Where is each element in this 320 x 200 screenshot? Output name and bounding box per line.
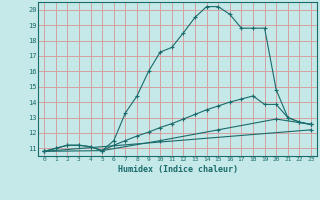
X-axis label: Humidex (Indice chaleur): Humidex (Indice chaleur): [118, 165, 238, 174]
